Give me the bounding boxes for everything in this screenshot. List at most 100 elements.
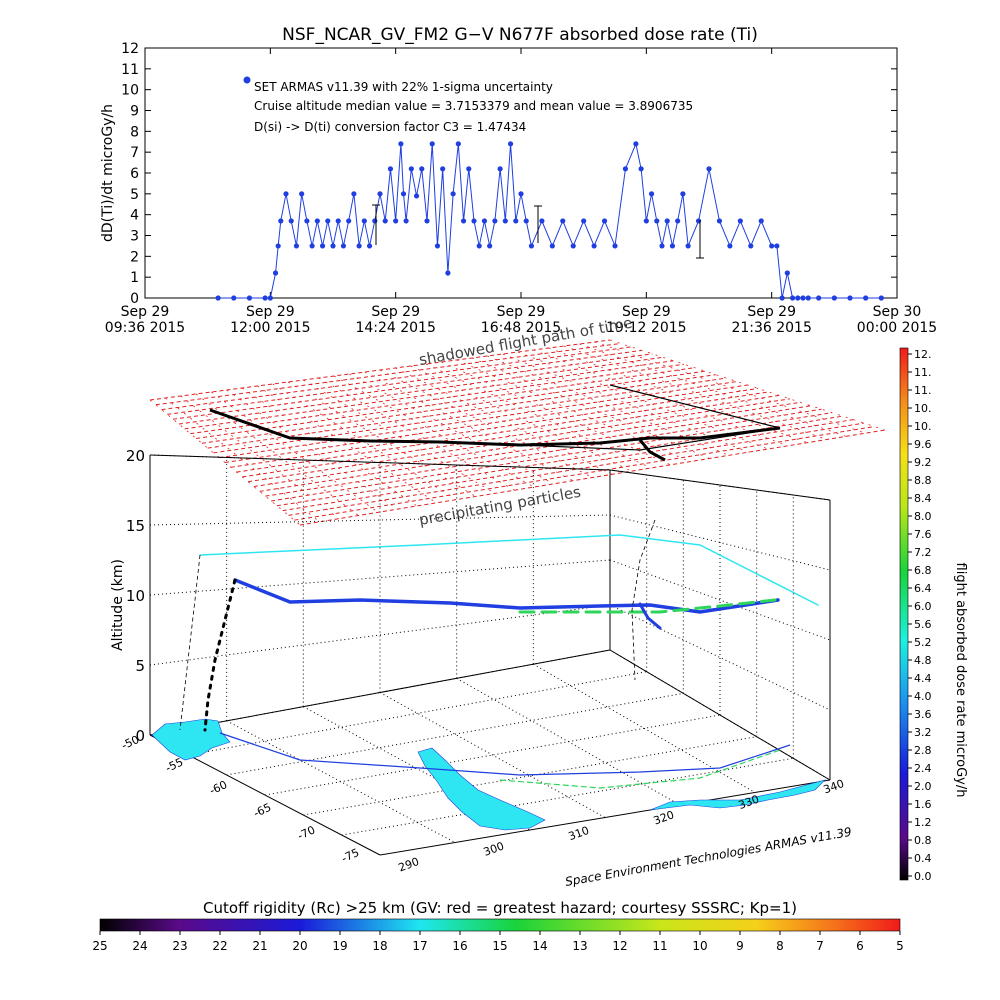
dose-rate-point	[356, 243, 362, 249]
mesh-line	[178, 356, 663, 425]
mesh-line	[410, 365, 632, 472]
dose-rate-point	[789, 295, 796, 301]
rc-tick-label: 17	[412, 939, 427, 953]
dose-rate-point	[476, 243, 482, 249]
rc-colorbar	[99, 918, 901, 932]
antarctic-land	[151, 718, 827, 831]
x-tick-label-date: Sep 29	[121, 304, 170, 320]
dose-rate-point	[403, 218, 409, 224]
mesh-line	[180, 395, 340, 519]
rc-tick-label: 6	[856, 939, 864, 953]
grid-line	[456, 677, 681, 806]
dose-rate-point	[366, 243, 373, 249]
dose-tick-label: 10.	[914, 420, 932, 433]
dose-rate-point	[591, 243, 597, 249]
dose-rate-point	[304, 218, 310, 224]
dose-tick-label: 8.0	[914, 510, 932, 523]
dose-rate-point	[413, 193, 420, 199]
dose-rate-point	[445, 270, 451, 276]
x-tick-label-date: Sep 29	[747, 304, 796, 320]
legend-marker	[243, 76, 251, 84]
dose-rate-point	[393, 218, 399, 224]
dose-rate-point	[816, 295, 822, 301]
longitude-tick-label: 330	[737, 793, 761, 812]
land-patch-peninsula	[417, 747, 546, 831]
dose-rate-point	[340, 243, 347, 249]
grid-line	[379, 692, 606, 818]
dose-tick-label: 7.6	[914, 528, 932, 541]
precipitating-particles-mesh	[149, 339, 886, 526]
dose-rate-point	[748, 243, 754, 249]
shadow-path-thick	[209, 408, 781, 447]
dose-tick-label: 5.2	[914, 636, 932, 649]
grid-line	[533, 663, 756, 793]
longitude-tick-label: 300	[482, 839, 506, 858]
grid-line	[188, 671, 647, 756]
dose-rate-point	[622, 166, 629, 172]
shadow-path-thin	[209, 384, 781, 451]
dose-rate-point	[638, 166, 644, 172]
y-tick-label: 12	[121, 41, 139, 57]
dose-rate-point	[325, 218, 331, 224]
rc-tick-label: 5	[896, 939, 904, 953]
shadow-dive	[638, 439, 666, 462]
x-tick-label-date: Sep 29	[622, 304, 671, 320]
dose-tick-label: 6.0	[914, 600, 932, 613]
mesh-line	[441, 361, 671, 466]
x-tick-label-time: 12:00 2015	[230, 320, 310, 336]
longitude-tick-label: 290	[397, 855, 421, 874]
dose-rate-point	[335, 218, 341, 224]
dose-rate-point	[346, 218, 352, 224]
dose-rate-point	[727, 243, 733, 249]
mesh-line	[395, 367, 613, 475]
drop-line-left	[179, 554, 201, 731]
y-tick-label: 2	[130, 249, 139, 265]
top-legend: SET ARMAS v11.39 with 22% 1-sigma uncert…	[243, 76, 693, 134]
z-tick-label: 20	[126, 447, 145, 465]
dose-rate-point	[272, 270, 279, 276]
dose-rate-point	[455, 141, 461, 147]
land-patch-south-america	[151, 718, 231, 761]
mesh-line	[241, 387, 418, 507]
mesh-line	[165, 397, 320, 523]
altitude-track-dive	[638, 602, 662, 630]
legend-annotation: SET ARMAS v11.39 with 22% 1-sigma uncert…	[254, 80, 553, 94]
grid-line	[609, 514, 831, 571]
grid-line	[149, 514, 611, 526]
dose-tick-label: 6.8	[914, 564, 932, 577]
grid-line	[226, 692, 684, 776]
dose-rate-point	[769, 243, 775, 249]
dose-rate-point	[351, 191, 357, 197]
dose-rate-point	[502, 218, 508, 224]
dose-tick-label: 8.8	[914, 474, 932, 487]
dose-tick-label: 2.0	[914, 780, 932, 793]
dose-rate-point	[419, 166, 425, 172]
rc-tick-label: 13	[572, 939, 587, 953]
z-tick-label: 0	[135, 727, 145, 745]
dose-rate-point	[460, 218, 467, 224]
dose-rate-point	[387, 166, 394, 172]
mesh-line	[303, 379, 496, 494]
dose-rate-point	[283, 191, 289, 197]
dose-rate-point	[246, 295, 253, 301]
dose-tick-label: 5.6	[914, 618, 932, 631]
dose-rate-point	[549, 243, 555, 249]
rc-tick-label: 8	[776, 939, 784, 953]
dose-rate-point	[518, 191, 524, 197]
rc-tick-label: 9	[736, 939, 744, 953]
dose-rate-point	[471, 218, 477, 224]
dose-tick-label: 10.	[914, 402, 932, 415]
mesh-line	[184, 360, 674, 430]
x-tick-label-date: Sep 29	[371, 304, 420, 320]
dose-rate-point	[382, 218, 388, 224]
dose-rate-point	[215, 295, 221, 301]
dose-tick-label: 0.4	[914, 852, 932, 865]
dose-rate-point	[492, 218, 498, 224]
dose-rate-point	[497, 166, 503, 172]
rc-tick-label: 24	[132, 939, 147, 953]
dose-rate-point	[737, 218, 743, 224]
rc-tick-label: 7	[816, 939, 824, 953]
mesh-line	[349, 373, 554, 485]
dose-rate-point	[685, 243, 691, 249]
